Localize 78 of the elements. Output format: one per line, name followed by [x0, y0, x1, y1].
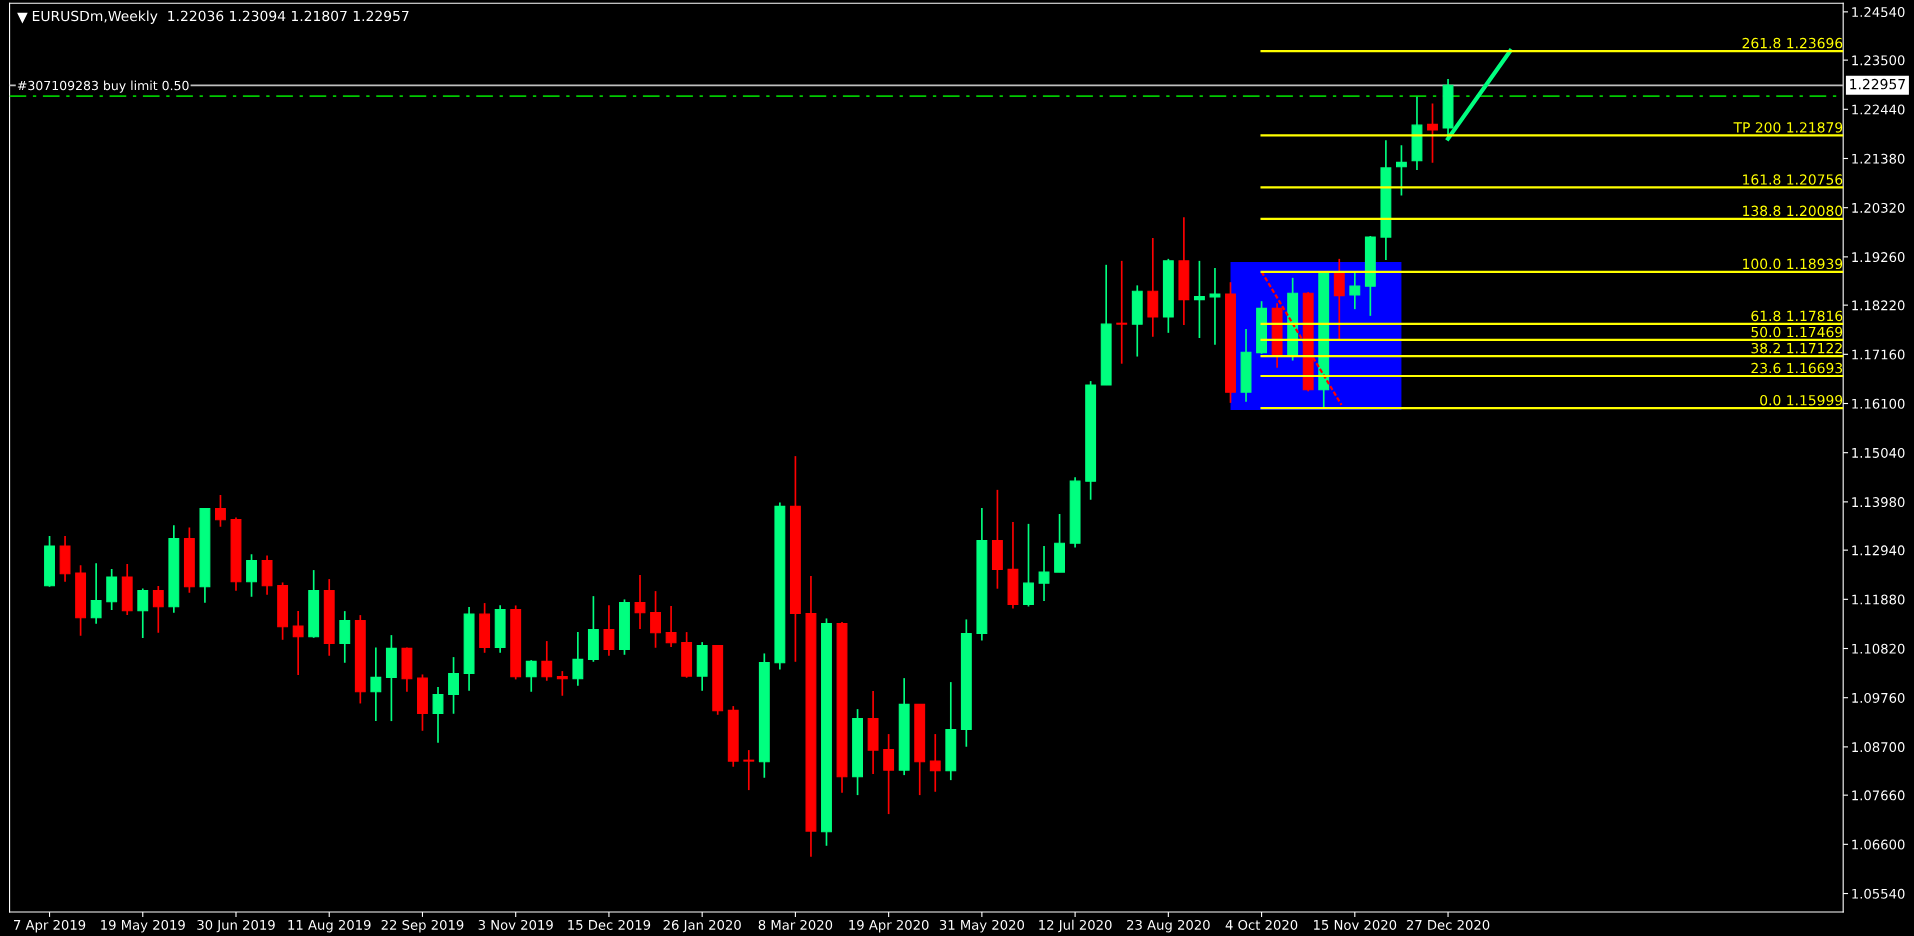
y-tick-label: 1.13980 [1852, 497, 1905, 508]
x-tick-label: 12 Jul 2020 [1039, 919, 1112, 933]
x-tick-label: 4 Oct 2020 [1225, 919, 1298, 930]
candlestick [525, 659, 537, 693]
x-tick-label: 3 Nov 2019 [478, 919, 553, 930]
y-tick-label: 1.16100 [1852, 398, 1905, 409]
series-label: 100.0 1.18939 [1743, 258, 1843, 270]
x-tick-label: 26 Jan 2020 [663, 919, 741, 933]
candlestick [1427, 102, 1438, 164]
candlestick [1333, 258, 1345, 342]
candlestick [1023, 523, 1034, 608]
candlestick [152, 585, 164, 634]
y-tick-label: 1.23500 [1852, 55, 1905, 66]
candlestick [339, 610, 351, 664]
y-tick-label: 1.12940 [1852, 545, 1905, 556]
text: EURUSDm,Weekly 1.22036 1.23094 1.21807 1.22957 [32, 10, 409, 24]
candlestick [1209, 267, 1221, 346]
candlestick [1193, 260, 1205, 339]
series-label: 138.8 1.20080 [1743, 205, 1843, 217]
y-tick-label: 1.10820 [1852, 643, 1905, 654]
candlestick [1395, 144, 1407, 197]
series-label: 161.8 1.20756 [1743, 174, 1843, 185]
x-tick-label: 7 Apr 2019 [14, 919, 86, 933]
y-tick-label: 1.05540 [1852, 888, 1905, 899]
x-tick-label: 22 Sep 2019 [381, 919, 464, 933]
series-label: 261.8 1.23696 [1742, 37, 1843, 49]
x-tick-label: 30 Jun 2019 [197, 919, 275, 933]
x-tick-label: 19 May 2019 [101, 919, 185, 933]
candlestick [215, 494, 226, 528]
y-tick-label: 1.24540 [1852, 7, 1905, 18]
y-tick-label: 1.11880 [1852, 594, 1905, 605]
candlestick [246, 553, 257, 598]
x-tick-label: 19 Apr 2020 [849, 919, 929, 933]
y-tick-label: 1.09760 [1852, 692, 1905, 703]
candlestick [1349, 271, 1361, 310]
candlestick [432, 686, 444, 744]
ref-line-label: 1.22957 [1850, 78, 1905, 90]
ref-line-label: #307109283 buy limit 0.50 [17, 80, 189, 93]
x-tick-label: 23 Aug 2020 [1127, 919, 1210, 933]
y-tick-label: 1.18220 [1852, 300, 1905, 311]
y-tick-label: 1.15040 [1852, 447, 1905, 458]
candlestick [556, 670, 568, 697]
candlestick [883, 733, 895, 815]
series-label: 38.2 1.17122 [1751, 342, 1842, 354]
x-tick-label: 31 May 2020 [939, 919, 1025, 933]
y-tick-label: 1.17160 [1852, 349, 1905, 360]
x-tick-label: 15 Nov 2020 [1314, 919, 1397, 930]
series-label: 61.8 1.17816 [1751, 310, 1843, 322]
candlestick [1038, 545, 1050, 602]
y-tick-label: 1.19260 [1852, 252, 1905, 263]
y-tick-label: 1.20320 [1852, 202, 1905, 213]
candlestick [634, 574, 646, 630]
y-tick-label: 1.08700 [1852, 742, 1905, 753]
y-tick-label: 1.07660 [1852, 790, 1905, 801]
x-tick-label: 8 Mar 2020 [758, 919, 833, 930]
x-tick-label: 11 Aug 2019 [288, 919, 371, 933]
candlestick [541, 640, 553, 682]
candlestick [743, 749, 755, 791]
candlestick [137, 587, 149, 639]
candlestick [929, 733, 941, 793]
y-tick-label: 1.22440 [1852, 104, 1905, 115]
candlestick [650, 590, 661, 649]
candlestick [1116, 260, 1128, 365]
candlestick [603, 604, 615, 657]
candlestick [572, 631, 584, 687]
y-tick-label: 1.21380 [1852, 153, 1905, 164]
series-label: 23.6 1.16693 [1751, 362, 1843, 374]
y-tick-label: 1.06600 [1852, 839, 1905, 850]
x-tick-label: 15 Dec 2019 [568, 919, 651, 930]
candlestick [292, 610, 304, 676]
series-label: TP 200 1.21879 [1733, 122, 1843, 133]
x-tick-label: 27 Dec 2020 [1406, 919, 1490, 930]
candlestick [448, 656, 459, 715]
candlestick [665, 605, 677, 648]
series-label: 0.0 1.15999 [1760, 394, 1843, 406]
candlestick [370, 646, 382, 722]
series-label: 50.0 1.17469 [1751, 326, 1843, 338]
candlestick [90, 562, 102, 625]
